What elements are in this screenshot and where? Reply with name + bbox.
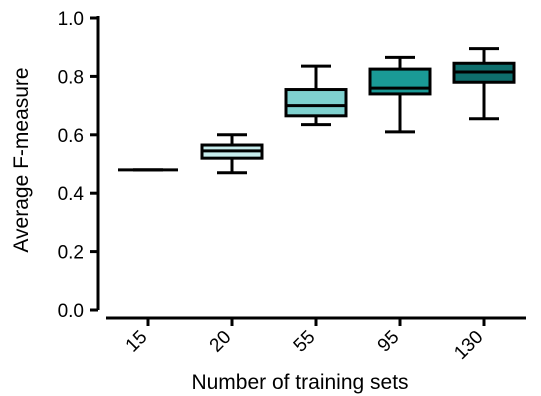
y-tick-label: 0.4 (58, 184, 85, 205)
x-tick-label: 55 (290, 327, 320, 357)
x-axis-title: Number of training sets (191, 371, 408, 394)
x-axis-ticks: 15 20 55 95 130 (122, 318, 488, 364)
x-tick-label: 20 (206, 327, 236, 357)
y-tick-label: 0.0 (58, 301, 84, 322)
y-tick-label: 0.2 (58, 243, 84, 264)
iqr-box (284, 88, 348, 118)
y-axis-title: Average F-measure (10, 67, 33, 252)
y-axis-ticks: 0.0 0.2 0.4 0.6 0.8 1.0 (58, 9, 98, 322)
iqr-box (368, 67, 432, 96)
box-20 (200, 133, 264, 175)
box-130 (452, 47, 516, 121)
y-tick-label: 0.8 (58, 67, 84, 88)
y-tick-label: 0.6 (58, 126, 84, 147)
y-tick-label: 1.0 (58, 9, 84, 30)
x-tick-label: 130 (450, 327, 487, 364)
box-55 (284, 64, 348, 127)
box-series (118, 47, 516, 175)
axes (96, 16, 526, 320)
x-tick-label: 15 (122, 327, 152, 357)
box-95 (368, 55, 432, 134)
x-tick-label: 95 (374, 327, 404, 357)
